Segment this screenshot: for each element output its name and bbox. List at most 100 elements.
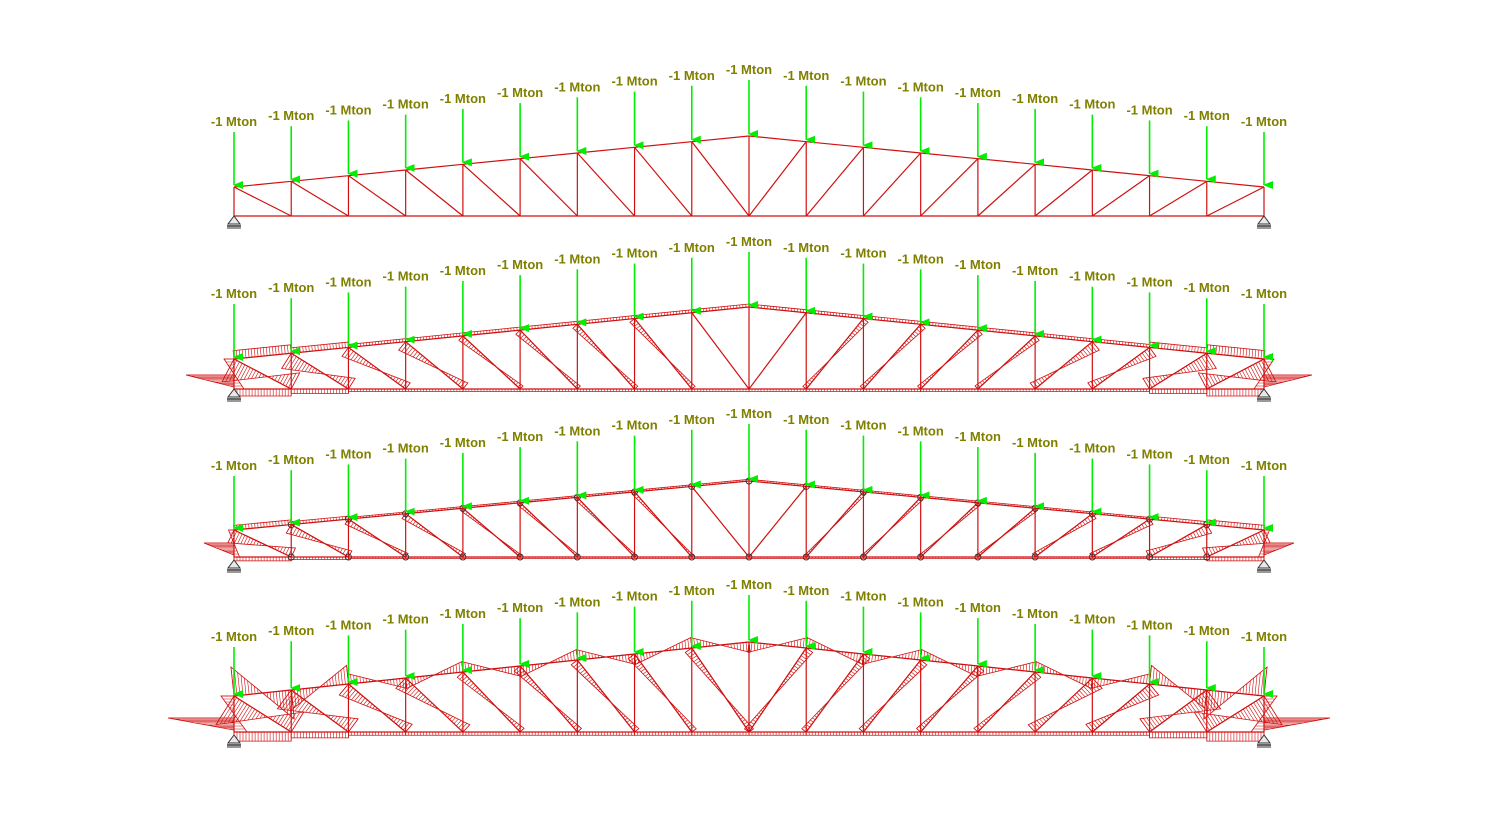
top-chord-member bbox=[748, 306, 807, 314]
bottom-chord-moment-hatch bbox=[1034, 557, 1093, 559]
top-chord-member bbox=[520, 496, 578, 504]
load-label: -1 Mton bbox=[1184, 108, 1230, 123]
hinge-node-icon bbox=[917, 553, 925, 561]
diagonal-member bbox=[1091, 346, 1150, 390]
diagonal-member bbox=[977, 507, 1036, 558]
bottom-chord-moment bbox=[290, 388, 349, 394]
bottom-chord-moment-hatch bbox=[920, 389, 979, 392]
bottom-chord-moment-hatch bbox=[977, 389, 1036, 392]
diagonal-member bbox=[863, 496, 922, 558]
top-chord-member bbox=[348, 169, 406, 177]
bottom-chord-moment-hatch bbox=[462, 732, 521, 736]
diagonal-moment bbox=[395, 677, 471, 733]
bottom-chord-moment-hatch bbox=[1149, 389, 1208, 394]
load-label: -1 Mton bbox=[783, 68, 829, 83]
top-chord-moment-hatch bbox=[1206, 344, 1266, 360]
diagonal-member bbox=[1034, 677, 1093, 733]
diagonal-member bbox=[920, 158, 979, 217]
diagonal-member bbox=[233, 529, 292, 558]
top-chord-member bbox=[920, 659, 978, 667]
diagonal-member bbox=[691, 312, 750, 390]
diagonal-member bbox=[519, 502, 578, 558]
load-label: -1 Mton bbox=[726, 234, 772, 249]
diagonal-member bbox=[863, 152, 922, 217]
bottom-chord-moment-hatch bbox=[691, 557, 750, 559]
diagonal-moment bbox=[1142, 352, 1217, 390]
load-label: -1 Mton bbox=[669, 68, 715, 83]
diagonal-moment-hatch bbox=[395, 677, 471, 733]
top-chord-member bbox=[1035, 335, 1093, 343]
top-chord-member bbox=[520, 152, 578, 160]
pin-support-icon bbox=[227, 388, 241, 402]
support-moment-hatch bbox=[1264, 542, 1294, 555]
load-label: -1 Mton bbox=[268, 280, 314, 295]
hinge-node-icon bbox=[745, 553, 753, 561]
load-label: -1 Mton bbox=[1241, 114, 1287, 129]
bottom-chord-moment-hatch bbox=[863, 732, 921, 736]
load-label: -1 Mton bbox=[554, 251, 600, 266]
top-chord-member bbox=[291, 683, 349, 691]
diagonal-member bbox=[748, 647, 807, 733]
diagonal-member bbox=[691, 141, 750, 217]
top-chord-member bbox=[1092, 513, 1150, 520]
end-vertical-moment-hatch bbox=[224, 358, 244, 390]
bottom-chord-moment-hatch bbox=[1206, 732, 1265, 742]
bottom-chord-moment-hatch bbox=[290, 732, 349, 738]
bottom-chord-moment-hatch bbox=[863, 557, 921, 559]
top-chord-member bbox=[977, 502, 1036, 509]
diagonal-member bbox=[576, 152, 635, 217]
load-label: -1 Mton bbox=[783, 412, 829, 427]
top-chord-member bbox=[806, 312, 864, 320]
top-chord-member bbox=[1206, 180, 1265, 188]
top-chord-member bbox=[863, 317, 921, 325]
bottom-chord-moment-hatch bbox=[805, 389, 864, 392]
bottom-chord-moment-hatch bbox=[519, 389, 578, 392]
bottom-chord-moment-hatch bbox=[577, 389, 635, 392]
bottom-chord-moment-hatch bbox=[863, 389, 921, 392]
diagonal-member bbox=[1149, 180, 1208, 217]
top-chord-member bbox=[1206, 523, 1265, 531]
load-label: -1 Mton bbox=[726, 406, 772, 421]
pin-support-icon bbox=[1257, 559, 1271, 573]
top-chord-member bbox=[920, 323, 978, 331]
end-vertical-moment-hatch bbox=[221, 695, 247, 733]
diagonal-member bbox=[405, 513, 464, 558]
diagonal-member bbox=[290, 524, 349, 558]
bottom-chord-moment-hatch bbox=[348, 389, 406, 392]
top-chord-member bbox=[977, 665, 1036, 673]
top-chord-member bbox=[806, 141, 864, 148]
load-label: -1 Mton bbox=[898, 594, 944, 609]
bottom-chord-moment-hatch bbox=[577, 732, 635, 736]
bottom-chord-moment-hatch bbox=[233, 557, 292, 561]
top-chord-member bbox=[634, 647, 692, 655]
load-label: -1 Mton bbox=[268, 623, 314, 638]
top-chord-member bbox=[1092, 169, 1150, 177]
load-label: -1 Mton bbox=[611, 246, 657, 261]
load-label: -1 Mton bbox=[554, 594, 600, 609]
load-label: -1 Mton bbox=[1241, 458, 1287, 473]
load-label: -1 Mton bbox=[1241, 286, 1287, 301]
diagonal-member bbox=[1034, 341, 1093, 390]
top-chord-member bbox=[806, 485, 864, 493]
bottom-chord-moment-hatch bbox=[577, 557, 635, 559]
top-chord-moment bbox=[1206, 344, 1266, 360]
hinge-node-icon bbox=[974, 553, 982, 561]
top-chord-member bbox=[405, 671, 463, 679]
load-label: -1 Mton bbox=[325, 446, 371, 461]
bottom-chord-moment-hatch bbox=[348, 557, 406, 559]
bottom-chord-moment-hatch bbox=[290, 557, 349, 560]
bottom-chord-moment-hatch bbox=[462, 389, 521, 392]
top-chord-member bbox=[1206, 352, 1265, 360]
load-label: -1 Mton bbox=[440, 435, 486, 450]
load-label: -1 Mton bbox=[611, 74, 657, 89]
pin-support-icon bbox=[227, 734, 241, 748]
diagonal-member bbox=[290, 689, 349, 733]
load-label: -1 Mton bbox=[1012, 91, 1058, 106]
hinge-node-icon bbox=[1203, 553, 1211, 561]
hinge-node-icon bbox=[631, 553, 639, 561]
diagonal-member bbox=[805, 653, 864, 733]
load-label: -1 Mton bbox=[211, 458, 257, 473]
top-chord-member bbox=[233, 689, 292, 697]
load-label: -1 Mton bbox=[497, 600, 543, 615]
pin-support-icon bbox=[1257, 215, 1271, 229]
